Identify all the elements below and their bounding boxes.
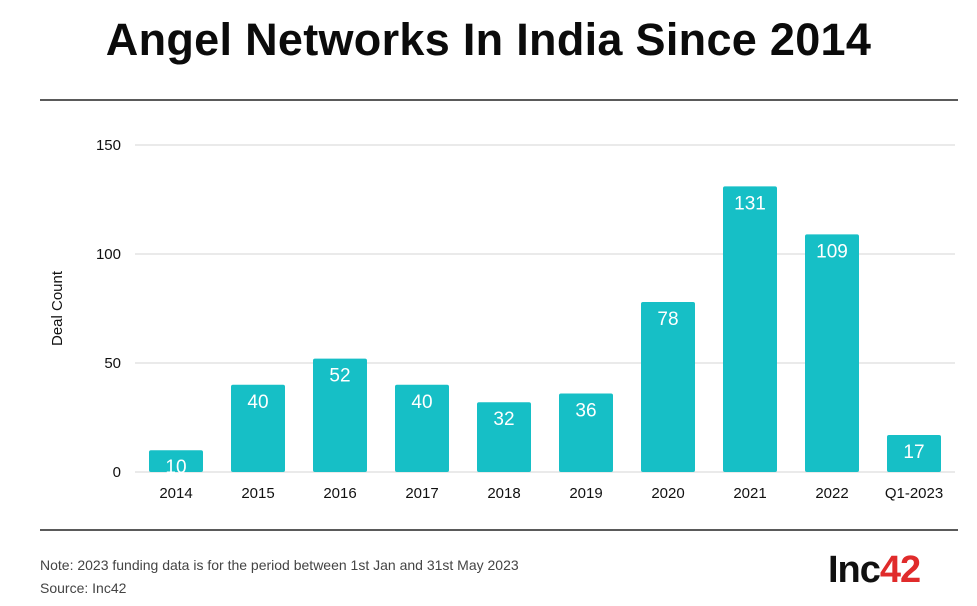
bar [313,358,367,472]
logo-accent: 42 [879,549,921,591]
x-tick-label: 2018 [487,485,520,502]
x-tick-label: 2020 [651,485,684,502]
bar [887,434,941,472]
data-label: 17 [903,442,924,463]
x-tick-label: 2016 [323,485,356,502]
x-tick-label: 2015 [241,485,274,502]
bar [723,186,777,473]
y-axis-label: Deal Count [49,270,66,346]
data-label: 36 [575,401,596,422]
bar [477,402,531,472]
inc42-logo: Inc42 [828,549,921,591]
data-label: 131 [734,193,766,214]
x-tick-label: 2021 [733,485,766,502]
y-tick-label: 100 [96,246,121,263]
bar [805,234,859,472]
data-label: 109 [816,241,848,262]
data-label: 40 [247,392,268,413]
source-note: Source: Inc42 [40,580,127,596]
logo-text: Inc [828,549,881,591]
x-tick-label: 2014 [159,485,192,502]
bar [231,384,285,472]
bar [559,393,613,472]
chart-title: Angel Networks In India Since 2014 [105,14,872,65]
bottom-divider [40,529,958,531]
y-tick-label: 0 [113,464,121,481]
y-tick-label: 50 [104,355,121,372]
x-tick-label: Q1-2023 [885,485,943,502]
bar [149,450,203,472]
x-tick-label: 2019 [569,485,602,502]
x-tick-label: 2022 [815,485,848,502]
bar [395,384,449,472]
x-tick-label: 2017 [405,485,438,502]
y-tick-label: 150 [96,137,121,154]
data-label: 10 [165,457,186,478]
bar [641,301,695,472]
data-label: 32 [493,409,514,430]
top-divider [40,99,958,101]
footnote: Note: 2023 funding data is for the perio… [40,557,519,573]
data-label: 40 [411,392,432,413]
data-label: 52 [329,366,350,387]
data-label: 78 [657,309,678,330]
